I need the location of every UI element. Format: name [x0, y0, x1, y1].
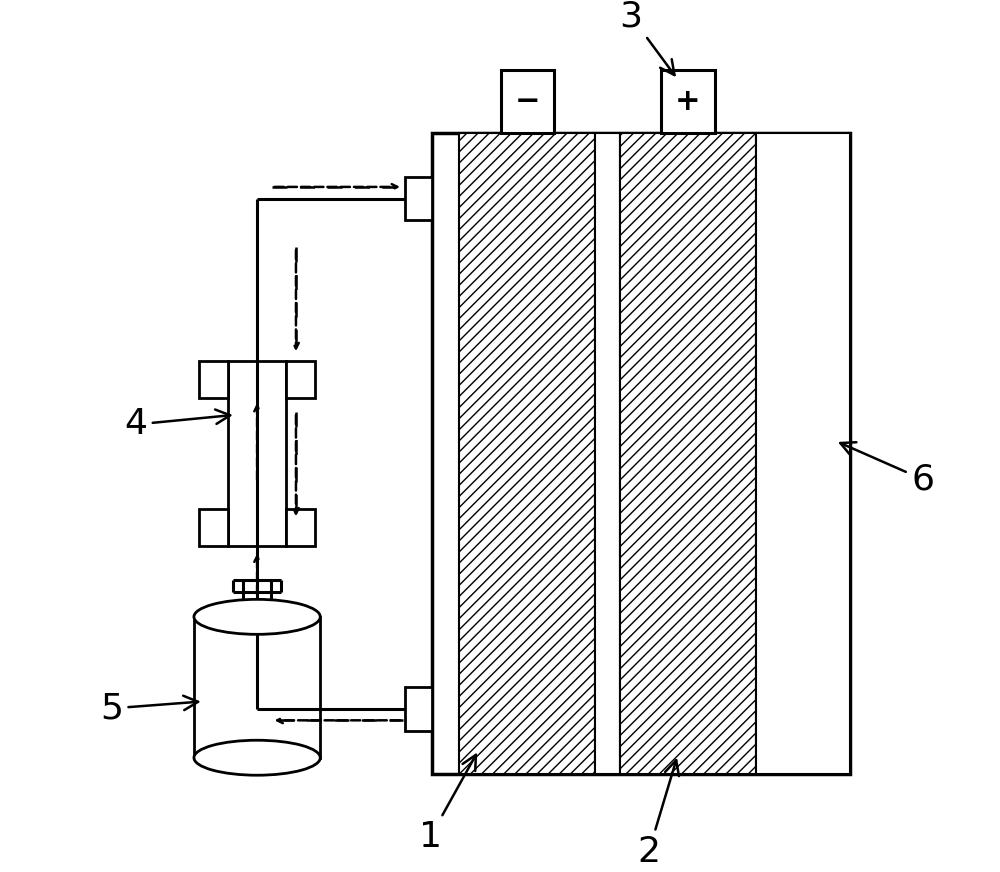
Bar: [199, 361, 228, 399]
Bar: [199, 509, 228, 546]
Bar: [405, 177, 432, 221]
Text: 6: 6: [840, 442, 934, 496]
Text: 2: 2: [637, 760, 679, 869]
Bar: [459, 133, 595, 774]
Text: 3: 3: [620, 0, 674, 75]
Bar: [501, 70, 554, 133]
Bar: [595, 133, 620, 774]
Text: +: +: [675, 87, 700, 116]
Bar: [661, 70, 715, 133]
Bar: [620, 133, 756, 774]
Text: −: −: [514, 87, 540, 116]
Text: 5: 5: [100, 691, 198, 726]
Text: 4: 4: [124, 407, 230, 441]
Ellipse shape: [194, 740, 320, 775]
Bar: [432, 133, 850, 774]
Ellipse shape: [194, 599, 320, 634]
Bar: [228, 361, 286, 546]
Bar: [194, 617, 320, 758]
Bar: [286, 361, 315, 399]
Bar: [405, 687, 432, 731]
Bar: [286, 509, 315, 546]
Text: 1: 1: [419, 755, 476, 855]
Bar: [756, 133, 850, 774]
